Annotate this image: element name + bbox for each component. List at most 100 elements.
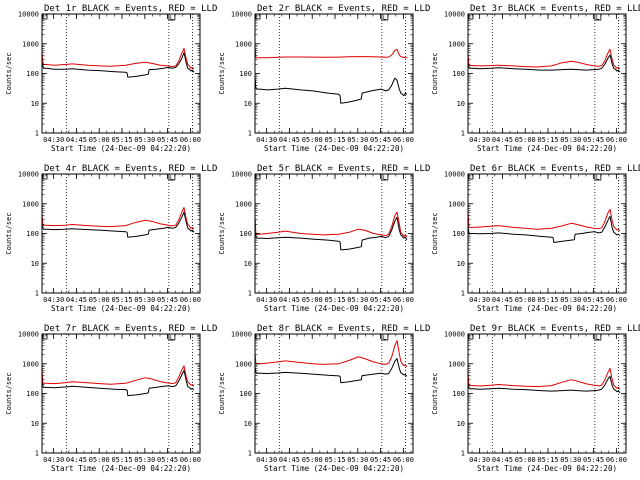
x-axis-label: Start Time (24-Dec-09 04:22:20): [477, 144, 617, 153]
plot-frame: [254, 333, 414, 454]
x-tick-label: 05:00: [515, 456, 536, 464]
x-tick-label: 05:45: [370, 456, 391, 464]
panel-det4r: Det 4r BLACK = Events, RED = LLD Counts/s…: [5, 164, 217, 313]
y-tick-label: 10: [244, 260, 252, 268]
x-tick-label: 05:15: [537, 136, 558, 144]
x-tick-label: 05:30: [134, 296, 155, 304]
series-line-lld: [467, 208, 621, 232]
x-tick-label: 04:45: [279, 456, 300, 464]
x-tick-label: 04:30: [256, 296, 277, 304]
y-tick-label: 1: [461, 130, 465, 138]
series-line-events: [467, 215, 621, 243]
series-line-events: [254, 358, 408, 384]
x-tick-label: 05:00: [302, 456, 323, 464]
flag-box-left: [468, 173, 474, 180]
panel-det5r: Det 5r BLACK = Events, RED = LLD Counts/s…: [218, 164, 430, 313]
y-tick-label: 1000: [22, 360, 39, 368]
y-tick-label: 10: [457, 100, 465, 108]
flag-box-left: [255, 173, 261, 180]
flag-label: L: [596, 335, 600, 342]
y-tick-label: 1000: [448, 200, 465, 208]
panel-title: Det 3r BLACK = Events, RED = LLD: [470, 4, 640, 14]
y-tick-label: 1: [248, 290, 252, 298]
panel-title: Det 6r BLACK = Events, RED = LLD: [470, 164, 640, 174]
x-tick-label: 05:45: [157, 136, 178, 144]
x-tick-label: 05:00: [515, 136, 536, 144]
y-tick-label: 10000: [231, 11, 252, 19]
panel-det2r: Det 2r BLACK = Events, RED = LLD Counts/s…: [218, 4, 430, 153]
x-tick-label: 05:30: [560, 136, 581, 144]
x-tick-label: 04:30: [43, 136, 64, 144]
flag-label: L: [383, 15, 387, 22]
panel-title: Det 9r BLACK = Events, RED = LLD: [470, 324, 640, 334]
x-tick-label: 05:30: [134, 136, 155, 144]
y-tick-label: 1: [461, 450, 465, 458]
x-axis-label: Start Time (24-Dec-09 04:22:20): [477, 464, 617, 473]
panel-title: Det 1r BLACK = Events, RED = LLD: [44, 4, 217, 14]
flag-box-left: [42, 13, 48, 20]
flag-label: L: [170, 335, 174, 342]
x-tick-label: 06:00: [180, 456, 201, 464]
panel-det7r: Det 7r BLACK = Events, RED = LLD Counts/s…: [5, 324, 217, 473]
panel-title: Det 5r BLACK = Events, RED = LLD: [257, 164, 430, 174]
x-tick-label: 04:45: [66, 136, 87, 144]
y-tick-label: 10000: [18, 331, 39, 339]
y-tick-label: 100: [26, 390, 39, 398]
y-tick-label: 1: [461, 290, 465, 298]
y-tick-label: 1000: [22, 40, 39, 48]
x-tick-label: 04:45: [279, 136, 300, 144]
y-axis-label: Counts/sec: [431, 212, 439, 254]
y-tick-label: 1000: [235, 200, 252, 208]
x-tick-label: 04:45: [492, 456, 513, 464]
series-line-lld: [467, 367, 621, 390]
y-tick-label: 100: [26, 70, 39, 78]
y-tick-label: 10000: [231, 331, 252, 339]
x-tick-label: 05:00: [515, 296, 536, 304]
x-tick-label: 04:30: [43, 296, 64, 304]
y-tick-label: 10000: [444, 171, 465, 179]
flag-label: L: [596, 175, 600, 182]
y-tick-label: 100: [239, 70, 252, 78]
flag-label: L: [383, 175, 387, 182]
x-tick-label: 05:15: [324, 456, 345, 464]
y-axis-label: Counts/sec: [431, 372, 439, 414]
y-axis-label: Counts/sec: [5, 212, 13, 254]
y-tick-label: 1000: [448, 360, 465, 368]
y-axis-label: Counts/sec: [218, 372, 226, 414]
x-tick-label: 05:30: [134, 456, 155, 464]
panel-det1r: Det 1r BLACK = Events, RED = LLD Counts/s…: [5, 4, 217, 153]
x-tick-label: 05:15: [111, 296, 132, 304]
series-line-events: [41, 211, 195, 238]
series-line-lld: [41, 207, 195, 230]
series-line-events: [254, 216, 408, 251]
y-tick-label: 10: [31, 260, 39, 268]
y-tick-label: 1: [248, 450, 252, 458]
x-tick-label: 05:30: [347, 296, 368, 304]
x-tick-label: 05:30: [560, 456, 581, 464]
panel-det3r: Det 3r BLACK = Events, RED = LLD Counts/s…: [431, 4, 640, 153]
series-line-lld: [467, 48, 621, 70]
x-tick-label: 05:00: [89, 456, 110, 464]
flag-label: L: [170, 15, 174, 22]
x-tick-label: 05:00: [89, 296, 110, 304]
x-tick-label: 06:00: [606, 136, 627, 144]
x-tick-label: 05:15: [537, 456, 558, 464]
x-tick-label: 06:00: [393, 456, 414, 464]
y-tick-label: 10000: [444, 331, 465, 339]
x-tick-label: 05:15: [111, 136, 132, 144]
series-line-events: [41, 369, 195, 397]
y-tick-label: 100: [452, 230, 465, 238]
x-tick-label: 05:45: [370, 296, 391, 304]
series-line-events: [41, 52, 195, 78]
panel-title: Det 7r BLACK = Events, RED = LLD: [44, 324, 217, 334]
x-tick-label: 04:30: [256, 136, 277, 144]
panel-det9r: Det 9r BLACK = Events, RED = LLD Counts/s…: [431, 324, 640, 473]
x-tick-label: 05:15: [537, 296, 558, 304]
x-tick-label: 04:45: [492, 136, 513, 144]
x-tick-label: 05:30: [560, 296, 581, 304]
flag-box-left: [255, 333, 261, 340]
x-tick-label: 06:00: [606, 456, 627, 464]
flag-label: L: [596, 15, 600, 22]
y-tick-label: 100: [239, 230, 252, 238]
x-axis-label: Start Time (24-Dec-09 04:22:20): [264, 464, 404, 473]
